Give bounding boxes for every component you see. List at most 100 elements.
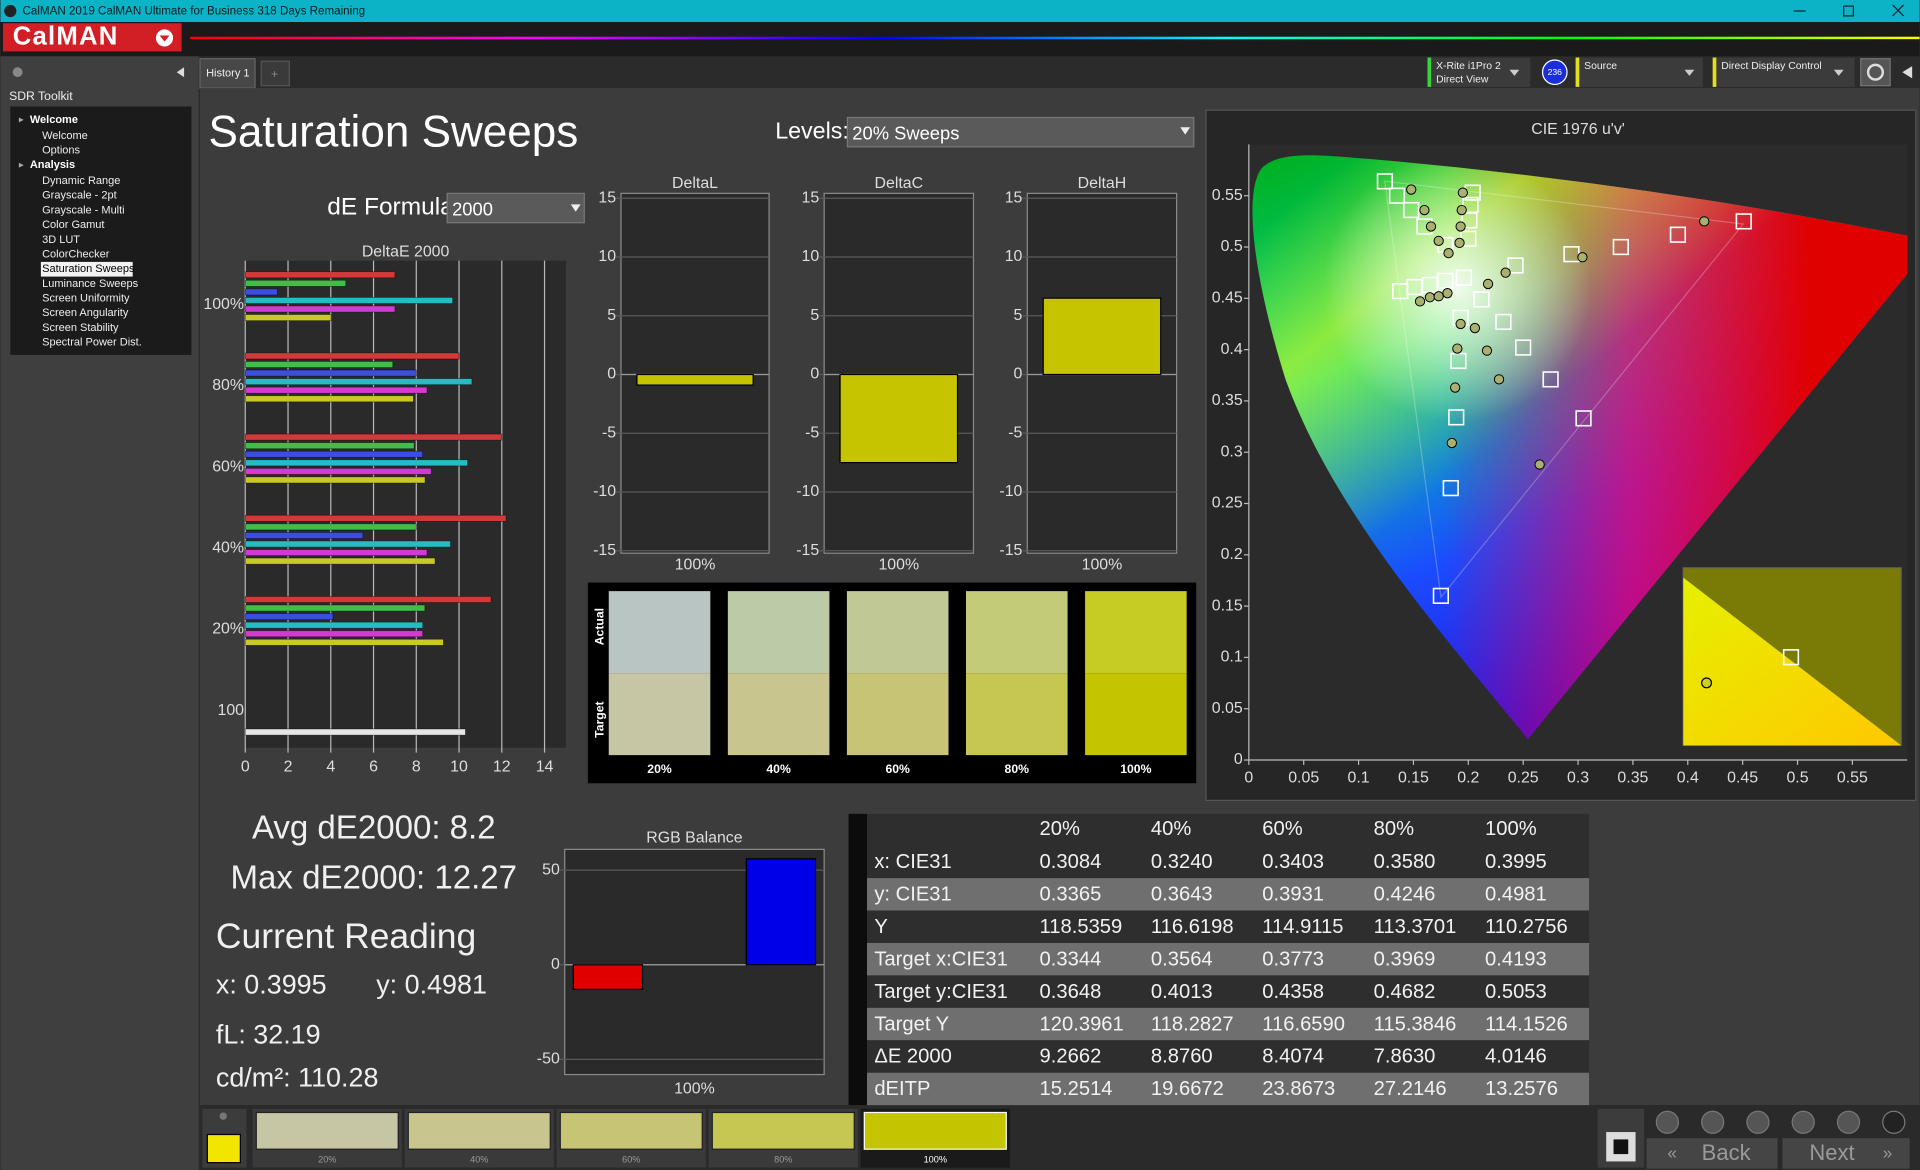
table-cell: 0.3564 xyxy=(1151,948,1213,970)
table-cell: 113.3701 xyxy=(1374,916,1457,938)
target-point xyxy=(1461,212,1478,229)
x-tick-label: 100% xyxy=(674,1080,715,1097)
formula-dropdown[interactable] xyxy=(446,192,585,224)
tree-group[interactable]: Analysis xyxy=(30,159,75,171)
close[interactable] xyxy=(1892,4,1905,17)
tree-item[interactable]: Luminance Sweeps xyxy=(42,278,139,290)
y-tick-label: -5 xyxy=(1008,424,1022,441)
y-tick-label: 0.55 xyxy=(1212,187,1243,204)
tree-selection xyxy=(40,261,133,277)
table-cell: 118.5359 xyxy=(1040,916,1123,938)
collapse[interactable] xyxy=(176,67,185,78)
levels-dropdown[interactable] xyxy=(846,116,1195,148)
footer-toggle[interactable] xyxy=(219,1112,227,1120)
table-cell: 0.4682 xyxy=(1374,981,1436,1003)
target-point xyxy=(1507,257,1524,274)
levels-value: 20% Sweeps xyxy=(852,122,959,143)
tree-item[interactable]: Screen Uniformity xyxy=(42,293,130,305)
table-cell: 0.4358 xyxy=(1262,981,1324,1003)
display-status xyxy=(1712,57,1717,87)
tree-item[interactable]: Welcome xyxy=(42,130,88,142)
dropdown-arrow xyxy=(570,204,581,212)
tree-item[interactable]: Screen Angularity xyxy=(42,307,129,319)
y-tick-label: 0.5 xyxy=(1221,238,1243,255)
y-tick-label: 50 xyxy=(542,861,560,878)
record[interactable] xyxy=(1655,1110,1680,1134)
target-swatch xyxy=(1085,673,1187,756)
target-point xyxy=(1669,226,1687,243)
option[interactable] xyxy=(1882,1110,1906,1134)
measured-point xyxy=(1433,291,1444,302)
tree-item[interactable]: Grayscale - 2pt xyxy=(42,190,117,202)
app-icon xyxy=(4,4,17,18)
x-tick-label: 0.05 xyxy=(1288,770,1319,787)
target-point xyxy=(1437,272,1454,290)
display-label: Direct Display Control xyxy=(1721,61,1821,72)
tree-item[interactable]: Grayscale - Multi xyxy=(42,204,125,216)
reading-title: Current Reading xyxy=(216,916,476,956)
tree-item[interactable]: Options xyxy=(42,144,80,156)
target-label: Target xyxy=(592,701,606,737)
target-point xyxy=(1473,291,1490,308)
save[interactable] xyxy=(1746,1110,1770,1134)
logo-button[interactable] xyxy=(2,23,182,52)
y-tick-label: 0 xyxy=(1014,366,1023,383)
loop[interactable] xyxy=(1791,1110,1815,1134)
measured-point xyxy=(1493,374,1505,385)
inset-target xyxy=(1782,649,1800,666)
table-cell: 115.3846 xyxy=(1374,1013,1457,1035)
tree-item[interactable]: Spectral Power Dist. xyxy=(42,337,142,349)
pin[interactable] xyxy=(12,67,23,78)
tree-item[interactable]: ColorChecker xyxy=(42,248,110,260)
maximize[interactable] xyxy=(1843,5,1855,17)
table-row-header xyxy=(848,813,867,1106)
tree-item[interactable]: Dynamic Range xyxy=(42,175,120,187)
table-cell: 116.6590 xyxy=(1262,1013,1345,1035)
tree-item[interactable]: Saturation Sweeps xyxy=(42,263,135,275)
transport-buttons[interactable] xyxy=(1655,1110,1906,1134)
tree-item[interactable]: Color Gamut xyxy=(42,219,104,231)
y-tick-label: 60% xyxy=(212,458,244,475)
tree-item[interactable]: 3D LUT xyxy=(42,234,80,246)
refresh[interactable] xyxy=(1836,1110,1861,1134)
table-cell: 0.3969 xyxy=(1374,948,1436,970)
tree-group[interactable]: Welcome xyxy=(30,114,78,126)
add-tab[interactable] xyxy=(260,60,290,87)
bar xyxy=(244,288,278,296)
y-tick-label: 10 xyxy=(598,248,616,265)
play[interactable] xyxy=(1701,1110,1725,1134)
bar xyxy=(244,395,414,403)
tree-item[interactable]: Screen Stability xyxy=(42,322,119,334)
table-cell: 23.8673 xyxy=(1262,1078,1335,1100)
actual-swatch xyxy=(846,591,949,674)
table-cell: 0.3403 xyxy=(1262,851,1324,873)
swatch-label: 20% xyxy=(647,762,672,776)
bar xyxy=(244,305,396,313)
table-cell: 0.3995 xyxy=(1485,851,1547,873)
y-tick-label: 0.25 xyxy=(1212,495,1243,512)
measured-point xyxy=(1406,184,1417,195)
bar xyxy=(244,459,468,467)
swatch-color xyxy=(711,1111,855,1150)
next-button[interactable] xyxy=(1782,1138,1910,1169)
target-point xyxy=(1612,238,1629,256)
window-controls[interactable] xyxy=(1793,4,1905,17)
tree-expander xyxy=(18,162,24,168)
meter-badge[interactable] xyxy=(1541,59,1568,86)
x-tick-label: 0.1 xyxy=(1348,770,1370,787)
display-box[interactable] xyxy=(1712,57,1855,87)
table-cell: 114.9115 xyxy=(1262,916,1343,938)
bar xyxy=(244,557,436,565)
y-tick-label: 5 xyxy=(607,307,616,324)
y-tick-label: 0.05 xyxy=(1212,700,1243,717)
current-color xyxy=(206,1133,241,1164)
target-swatch xyxy=(608,673,711,756)
target-swatch xyxy=(846,673,949,756)
source-status xyxy=(1575,57,1580,87)
source-box[interactable] xyxy=(1575,57,1703,87)
settings-button[interactable] xyxy=(1860,58,1891,87)
bar xyxy=(244,728,466,736)
expand[interactable] xyxy=(1902,66,1913,79)
back-button[interactable] xyxy=(1646,1138,1778,1169)
inset-measured xyxy=(1701,677,1713,689)
